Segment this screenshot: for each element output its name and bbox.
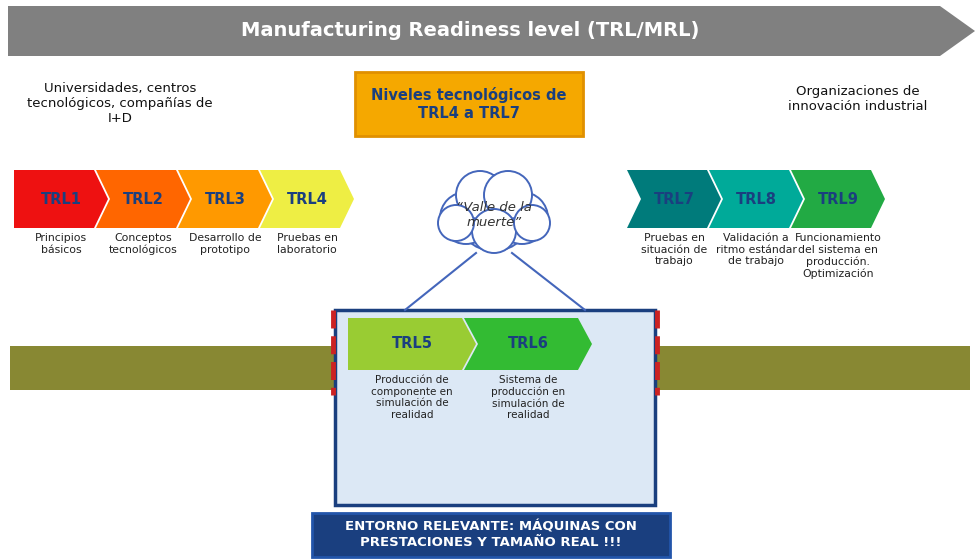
Polygon shape bbox=[709, 170, 803, 228]
Text: TRL3: TRL3 bbox=[205, 192, 245, 207]
Text: TRL1: TRL1 bbox=[40, 192, 81, 207]
Text: Sistema de
producción en
simulación de
realidad: Sistema de producción en simulación de r… bbox=[491, 375, 565, 421]
Text: TRL6: TRL6 bbox=[508, 337, 549, 352]
Text: TRL5: TRL5 bbox=[391, 337, 432, 352]
Text: TRL7: TRL7 bbox=[654, 192, 695, 207]
Circle shape bbox=[472, 209, 516, 253]
Text: Conceptos
tecnológicos: Conceptos tecnológicos bbox=[109, 233, 177, 255]
Text: Desarrollo de
prototipo: Desarrollo de prototipo bbox=[189, 233, 262, 255]
Circle shape bbox=[440, 192, 492, 244]
Text: Producción de
componente en
simulación de
realidad: Producción de componente en simulación d… bbox=[371, 375, 453, 420]
Polygon shape bbox=[14, 170, 108, 228]
Text: Principios
básicos: Principios básicos bbox=[35, 233, 87, 255]
Polygon shape bbox=[10, 346, 352, 390]
Text: TRL2: TRL2 bbox=[122, 192, 164, 207]
Circle shape bbox=[456, 171, 504, 219]
Polygon shape bbox=[620, 346, 970, 390]
Polygon shape bbox=[348, 318, 476, 370]
Text: Validación a
ritmo estándar
de trabajo: Validación a ritmo estándar de trabajo bbox=[715, 233, 797, 266]
Polygon shape bbox=[178, 170, 272, 228]
Polygon shape bbox=[791, 170, 885, 228]
Polygon shape bbox=[96, 170, 190, 228]
Text: TRL4: TRL4 bbox=[286, 192, 327, 207]
Text: Organizaciones de
innovación industrial: Organizaciones de innovación industrial bbox=[788, 85, 928, 113]
Text: Universidades, centros
tecnológicos, compañías de
I+D: Universidades, centros tecnológicos, com… bbox=[27, 82, 213, 125]
Text: Pruebas en
laboratorio: Pruebas en laboratorio bbox=[276, 233, 337, 255]
Text: Pruebas en
situación de
trabajo: Pruebas en situación de trabajo bbox=[641, 233, 708, 266]
FancyBboxPatch shape bbox=[355, 72, 583, 136]
Polygon shape bbox=[8, 6, 975, 56]
Text: Funcionamiento
del sistema en
producción.
Optimización: Funcionamiento del sistema en producción… bbox=[795, 233, 881, 279]
Text: Niveles tecnológicos de
TRL4 a TRL7: Niveles tecnológicos de TRL4 a TRL7 bbox=[371, 87, 566, 121]
Text: TRL9: TRL9 bbox=[817, 192, 858, 207]
FancyBboxPatch shape bbox=[312, 513, 670, 557]
Polygon shape bbox=[627, 170, 721, 228]
Text: “Valle de la
muerte”: “Valle de la muerte” bbox=[456, 201, 532, 229]
FancyBboxPatch shape bbox=[335, 310, 655, 505]
Circle shape bbox=[484, 171, 532, 219]
Text: ENTORNO RELEVANTE: MÁQUINAS CON
PRESTACIONES Y TAMAÑO REAL !!!: ENTORNO RELEVANTE: MÁQUINAS CON PRESTACI… bbox=[345, 521, 637, 549]
Polygon shape bbox=[464, 318, 592, 370]
Circle shape bbox=[496, 192, 548, 244]
Circle shape bbox=[438, 205, 474, 241]
Text: TRL8: TRL8 bbox=[736, 192, 776, 207]
Text: Manufacturing Readiness level (TRL/MRL): Manufacturing Readiness level (TRL/MRL) bbox=[241, 21, 699, 40]
Circle shape bbox=[514, 205, 550, 241]
Polygon shape bbox=[260, 170, 354, 228]
Circle shape bbox=[456, 175, 532, 251]
